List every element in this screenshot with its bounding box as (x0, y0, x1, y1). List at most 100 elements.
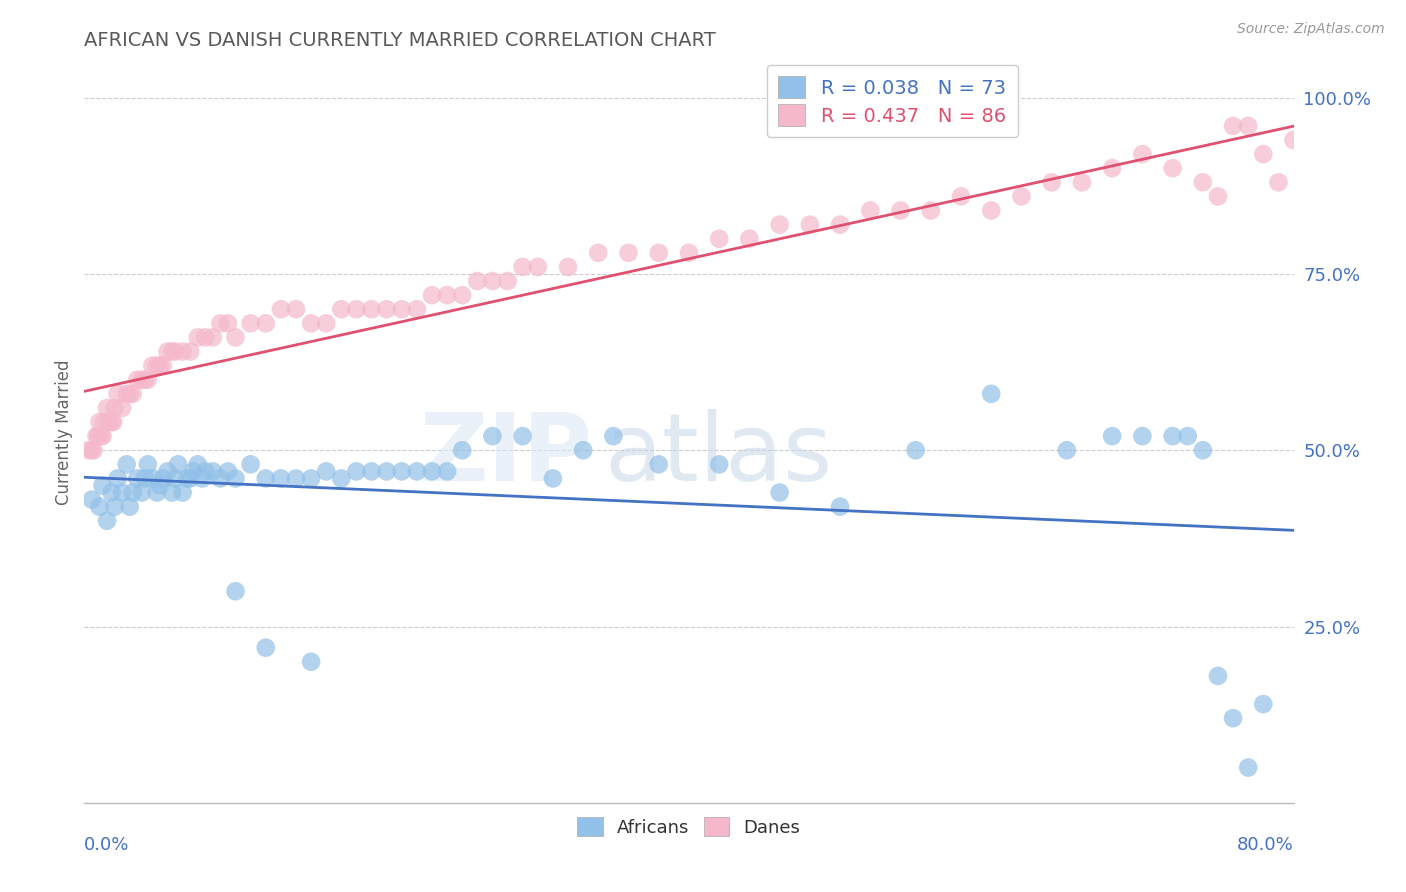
Point (225, 471, 247, 485)
Point (91, 429, 114, 443)
Point (299, 655, 322, 669)
Point (187, 330, 209, 344)
Point (1101, 429, 1123, 443)
Point (1237, 760, 1260, 774)
Point (121, 485, 143, 500)
Point (904, 443, 927, 458)
Point (146, 485, 169, 500)
Point (141, 359, 163, 373)
Point (201, 464, 224, 478)
Point (285, 471, 308, 485)
Point (111, 401, 134, 415)
Point (181, 464, 204, 478)
Point (346, 464, 368, 478)
Point (1206, 669, 1229, 683)
Point (165, 471, 187, 485)
Point (481, 274, 503, 288)
Point (315, 316, 337, 330)
Point (406, 302, 429, 317)
Point (118, 500, 141, 514)
Point (104, 401, 127, 415)
Point (1056, 443, 1078, 458)
Point (179, 344, 201, 359)
Point (950, 189, 973, 203)
Point (738, 232, 761, 246)
Point (1222, 711, 1244, 725)
Point (375, 464, 398, 478)
Point (80, 443, 103, 458)
Point (512, 260, 534, 274)
Point (391, 302, 413, 317)
Point (111, 485, 134, 500)
Point (330, 302, 353, 317)
Point (315, 464, 337, 478)
Point (107, 471, 129, 485)
Point (136, 373, 159, 387)
Point (179, 471, 201, 485)
Point (557, 260, 579, 274)
Point (101, 415, 124, 429)
Point (375, 302, 398, 317)
Point (194, 330, 217, 344)
Point (678, 245, 700, 260)
Point (1282, 133, 1305, 147)
Point (254, 471, 277, 485)
Point (118, 387, 141, 401)
Point (1161, 429, 1184, 443)
Point (1237, 119, 1260, 133)
Point (127, 471, 149, 485)
Point (920, 203, 942, 218)
Point (467, 274, 489, 288)
Point (152, 359, 174, 373)
Point (201, 330, 224, 344)
Point (172, 344, 194, 359)
Point (96, 514, 118, 528)
Point (149, 359, 172, 373)
Point (1222, 119, 1244, 133)
Text: Source: ZipAtlas.com: Source: ZipAtlas.com (1237, 22, 1385, 37)
Point (254, 640, 277, 655)
Point (270, 302, 292, 317)
Point (1071, 175, 1094, 189)
Point (512, 429, 534, 443)
Point (82, 443, 104, 458)
Text: 80.0%: 80.0% (1237, 836, 1294, 855)
Point (436, 464, 458, 478)
Point (187, 458, 209, 472)
Point (96, 401, 118, 415)
Text: atlas: atlas (605, 409, 832, 500)
Point (91, 478, 114, 492)
Text: ZIP: ZIP (419, 409, 592, 500)
Point (93, 415, 115, 429)
Point (239, 458, 262, 472)
Point (97, 415, 120, 429)
Point (1177, 429, 1199, 443)
Point (172, 485, 194, 500)
Point (709, 232, 731, 246)
Point (134, 471, 156, 485)
Point (830, 218, 852, 232)
Point (330, 471, 353, 485)
Point (527, 260, 550, 274)
Legend: Africans, Danes: Africans, Danes (568, 807, 810, 846)
Point (217, 464, 239, 478)
Point (127, 373, 149, 387)
Point (254, 316, 277, 330)
Point (799, 218, 821, 232)
Point (1253, 147, 1275, 161)
Point (420, 288, 443, 302)
Point (152, 471, 174, 485)
Point (360, 302, 382, 317)
Point (1267, 175, 1289, 189)
Point (346, 302, 368, 317)
Point (270, 471, 292, 485)
Point (1132, 429, 1154, 443)
Point (146, 359, 169, 373)
Point (1206, 189, 1229, 203)
Point (165, 344, 187, 359)
Point (769, 218, 792, 232)
Point (588, 245, 610, 260)
Point (980, 387, 1002, 401)
Point (160, 485, 183, 500)
Point (1011, 189, 1033, 203)
